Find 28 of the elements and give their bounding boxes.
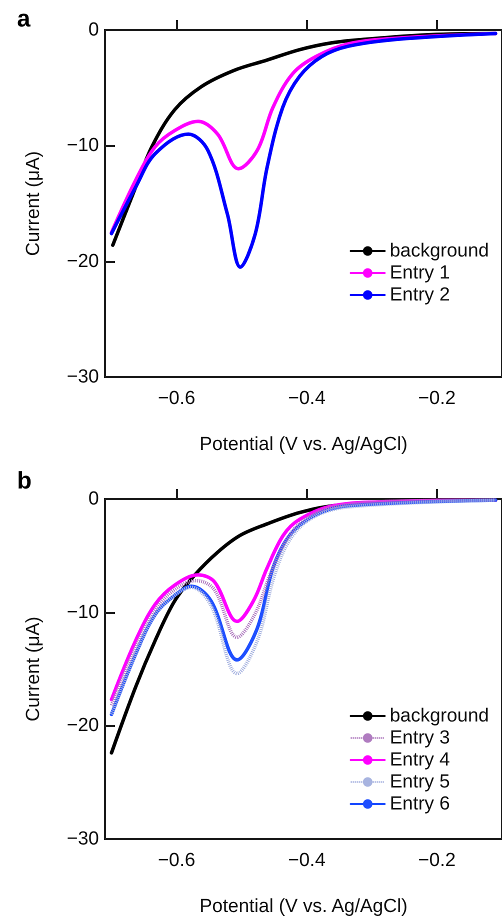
y-axis-title: Current (μA) <box>23 151 44 256</box>
y-tick-label: −20 <box>66 250 99 272</box>
y-tick-label: −30 <box>66 366 99 388</box>
y-tick-label: 0 <box>88 488 99 510</box>
legend-label: Entry 6 <box>390 794 450 814</box>
y-tick-label: −10 <box>66 135 99 156</box>
legend-label: background <box>390 240 489 262</box>
x-tick-label: −0.6 <box>158 850 196 871</box>
chart-title: a <box>17 6 31 32</box>
legend-label: Entry 5 <box>390 772 450 792</box>
x-tick-label: −0.6 <box>158 388 196 409</box>
legend-label: Entry 3 <box>390 728 450 748</box>
y-tick-label: −20 <box>66 715 99 736</box>
x-axis-title: Potential (V vs. Ag/AgCl) <box>199 896 408 917</box>
x-tick-label: −0.4 <box>288 388 326 409</box>
x-tick-label: −0.4 <box>288 850 326 871</box>
x-tick-label: −0.2 <box>418 388 456 409</box>
y-tick-label: 0 <box>88 20 99 40</box>
legend-label: Entry 4 <box>390 750 450 770</box>
y-tick-label: −10 <box>66 602 99 623</box>
x-tick-label: −0.2 <box>418 850 456 871</box>
chart-title: b <box>17 468 32 494</box>
legend-label: background <box>390 706 489 726</box>
legend-label: Entry 2 <box>390 284 450 306</box>
y-tick-label: −30 <box>66 828 99 850</box>
legend-label: Entry 1 <box>390 262 450 284</box>
x-axis-title: Potential (V vs. Ag/AgCl) <box>199 434 408 455</box>
y-axis-title: Current (μA) <box>23 616 44 722</box>
